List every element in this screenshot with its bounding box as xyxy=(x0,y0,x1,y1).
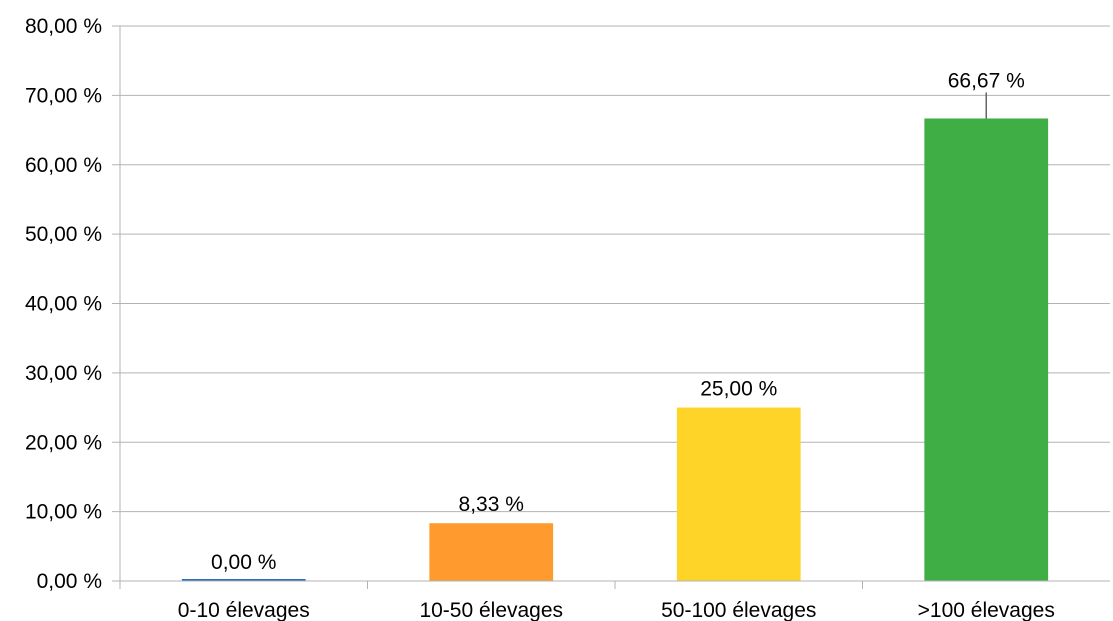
y-tick-label: 80,00 % xyxy=(25,15,102,38)
data-label: 0,00 % xyxy=(211,551,276,574)
bar-1 xyxy=(429,523,554,581)
bar-0 xyxy=(181,579,306,581)
x-tick-label: 0-10 élevages xyxy=(178,599,310,621)
y-tick-label: 30,00 % xyxy=(25,362,102,385)
bar-3 xyxy=(924,118,1049,582)
y-tick-label: 10,00 % xyxy=(25,501,102,524)
bar-2 xyxy=(676,407,801,581)
data-label: 8,33 % xyxy=(459,493,524,516)
data-label: 66,67 % xyxy=(948,69,1025,92)
y-tick-label: 20,00 % xyxy=(25,431,102,454)
x-tick-label: 50-100 élevages xyxy=(661,599,816,621)
x-tick-label: >100 élevages xyxy=(918,599,1055,621)
y-tick-label: 70,00 % xyxy=(25,84,102,107)
bars xyxy=(181,118,1049,582)
y-tick-label: 0,00 % xyxy=(37,570,102,593)
x-tick-labels: 0-10 élevages 10-50 élevages 50-100 élevag… xyxy=(178,599,1055,621)
y-tick-label: 50,00 % xyxy=(25,223,102,246)
y-tick-labels: 0,00 % 10,00 % 20,00 % 30,00 % 40,00 % 50,00 … xyxy=(25,15,102,593)
y-tick-label: 60,00 % xyxy=(25,154,102,177)
grid-lines xyxy=(120,25,1110,582)
y-tick-label: 40,00 % xyxy=(25,293,102,316)
data-labels: 0,00 % 8,33 % 25,00 % 66,67 % xyxy=(211,69,1025,574)
x-tick-label: 10-50 élevages xyxy=(419,599,563,621)
data-label: 25,00 % xyxy=(700,378,777,401)
axes xyxy=(112,25,1110,589)
